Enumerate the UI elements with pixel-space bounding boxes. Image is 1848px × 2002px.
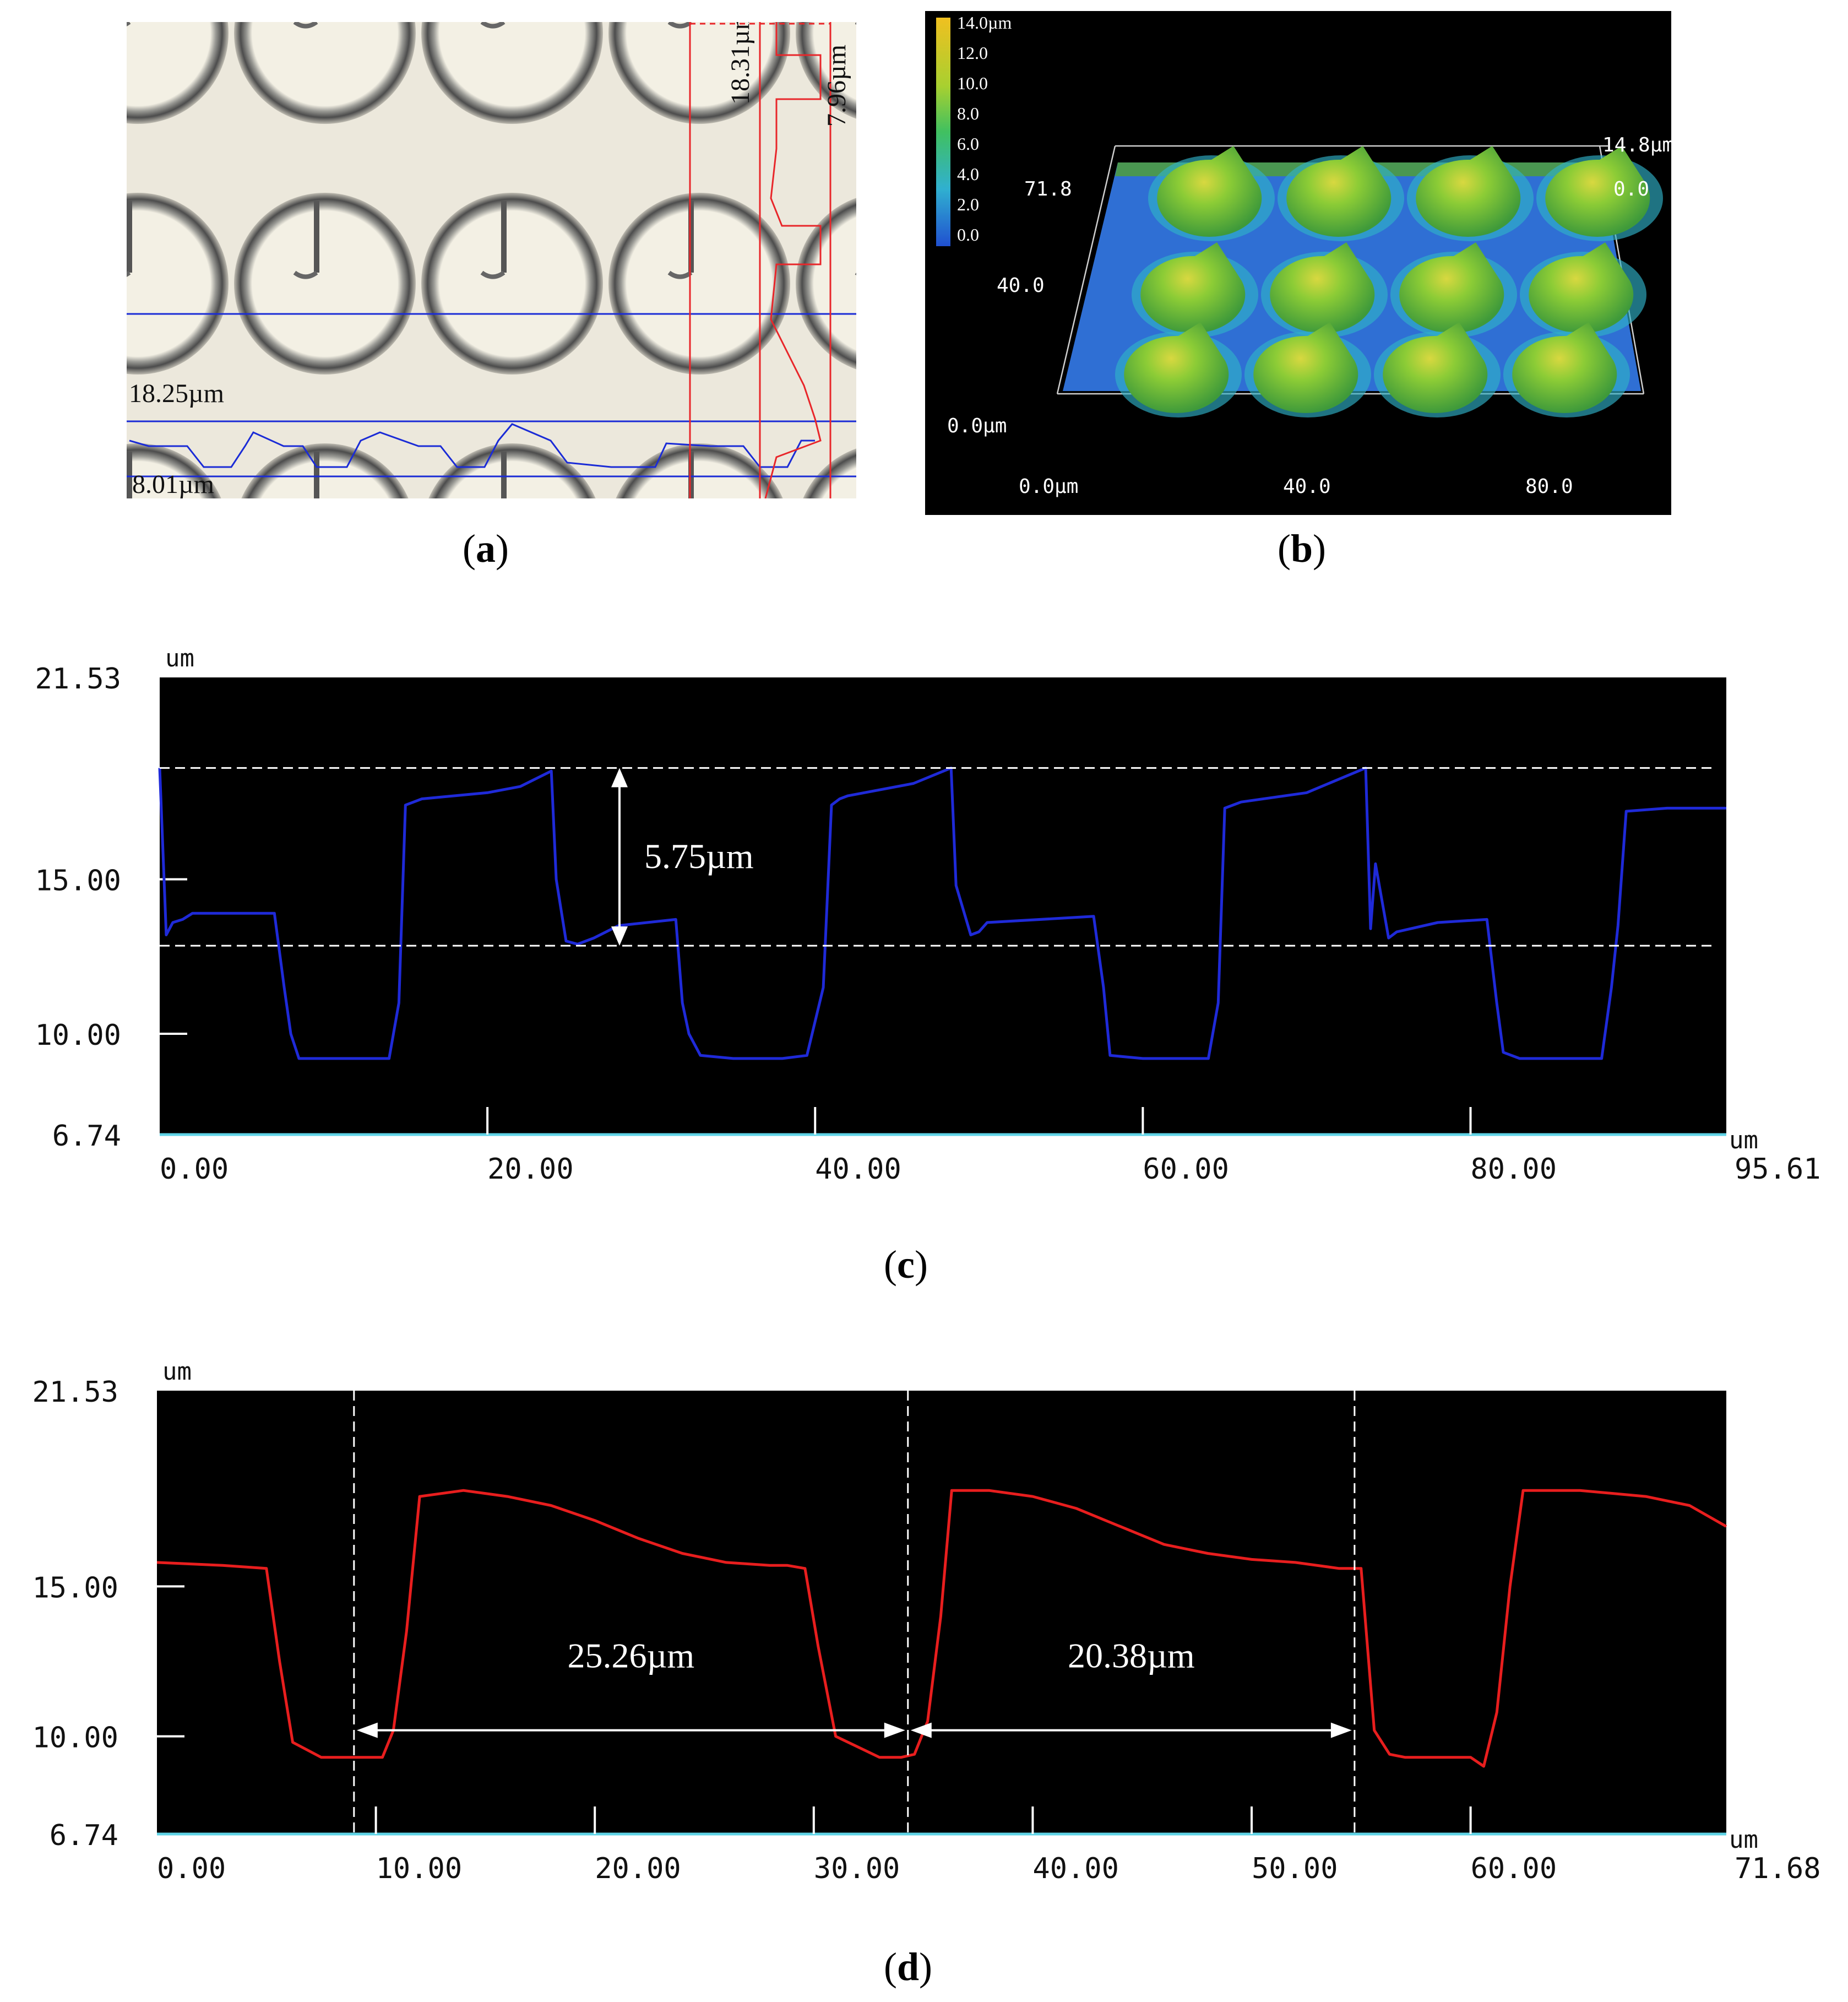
micro-ring <box>608 193 790 375</box>
x-tick-label: 40.00 <box>815 1153 901 1186</box>
height-annotation: 5.75µm <box>644 837 754 876</box>
profile-line <box>158 766 1726 1060</box>
micro-ring <box>616 443 783 498</box>
profile-chart-d: um um 21.53 15.00 10.00 6.74 0.00 10.00 20.00 30.… <box>32 1358 1821 1885</box>
axis-label-b: 40.0 <box>1283 475 1331 498</box>
profile-line <box>156 1489 1727 1768</box>
micro-ring <box>127 193 229 375</box>
surface-bump <box>1407 146 1534 241</box>
axis-label-b: 14.8µm <box>1602 134 1671 156</box>
y-tick-label: 15.00 <box>35 864 121 897</box>
arrow-head-left <box>356 1722 378 1738</box>
x-tick-label: 20.00 <box>487 1153 574 1186</box>
panel-c: um um 21.53 15.00 10.00 6.74 0.00 20.00 40.00 60.… <box>0 628 1848 1206</box>
surface-bump <box>1520 242 1646 338</box>
micro-ring <box>127 443 221 498</box>
micro-ring <box>421 193 603 375</box>
x-tick-label: 60.00 <box>1143 1153 1229 1186</box>
micro-ring <box>421 22 603 124</box>
arrow-head-left <box>910 1722 932 1738</box>
y-tick-label: 21.53 <box>35 663 121 696</box>
x-tick-label: 71.68 <box>1735 1852 1821 1885</box>
profile-chart-c: um um 21.53 15.00 10.00 6.74 0.00 20.00 40.00 60.… <box>35 644 1821 1186</box>
label-red-left: 18.31µm <box>726 22 755 105</box>
x-unit-label: um <box>1729 1826 1758 1854</box>
surface-bump <box>1503 322 1630 417</box>
arrow-head-right <box>884 1722 905 1738</box>
y-tick-label: 6.74 <box>52 1120 121 1153</box>
x-tick-label: 30.00 <box>814 1852 900 1885</box>
micro-ring <box>428 443 596 498</box>
label-bottom-blue: 8.01µm <box>132 470 214 498</box>
micro-ring <box>234 22 416 124</box>
surface-bump <box>1374 322 1501 417</box>
y-tick-label: 21.53 <box>32 1376 118 1409</box>
micro-ring <box>234 193 416 375</box>
surface-bump <box>1278 146 1404 241</box>
x-tick-label: 10.00 <box>376 1852 463 1885</box>
surface-bump <box>1115 322 1242 417</box>
x-tick-label: 40.00 <box>1032 1852 1119 1885</box>
y-tick-label: 6.74 <box>50 1819 118 1852</box>
y-tick-label: 10.00 <box>35 1019 121 1052</box>
panel-b: 14.0µm 12.0 10.0 8.0 6.0 4.0 2.0 0.0 71.8 40.0 0.… <box>925 11 1674 515</box>
micrograph-a: 18.25µm 8.01µm 18.31µm 7.96µm <box>127 9 856 499</box>
panel-a: 18.25µm 8.01µm 18.31µm 7.96µm <box>127 9 856 499</box>
surface-bump <box>1261 242 1388 338</box>
x-tick-label: 80.00 <box>1471 1153 1557 1186</box>
y-unit-label: um <box>165 644 194 672</box>
width-annotation: 20.38µm <box>1068 1636 1195 1675</box>
x-tick-label: 0.00 <box>160 1153 229 1186</box>
colorbar <box>936 18 950 246</box>
surface-bump <box>1390 242 1517 338</box>
caption-d: (d) <box>884 1945 933 1989</box>
label-red-right: 7.96µm <box>822 45 851 127</box>
label-top-blue: 18.25µm <box>129 379 224 408</box>
colorbar-label: 4.0 <box>957 164 979 184</box>
axis-label-b: 71.8 <box>1024 178 1072 200</box>
y-tick-label: 10.00 <box>32 1722 118 1755</box>
red-profile <box>764 22 822 498</box>
caption-a: (a) <box>463 527 509 571</box>
arrow-head-down <box>611 926 628 946</box>
axis-label-b: 0.0µm <box>947 415 1007 437</box>
colorbar-label: 8.0 <box>957 104 979 123</box>
micro-ring <box>241 443 409 498</box>
micro-ring <box>796 198 856 370</box>
x-tick-label: 60.00 <box>1471 1852 1557 1885</box>
x-unit-label: um <box>1729 1126 1758 1154</box>
caption-c: (c) <box>884 1243 928 1287</box>
colorbar-label: 10.0 <box>957 73 988 93</box>
axis-label-b: 40.0 <box>997 274 1045 297</box>
blue-profile <box>129 423 815 468</box>
colorbar-label: 0.0 <box>957 225 979 245</box>
x-tick-label: 50.00 <box>1252 1852 1338 1885</box>
plot-background <box>160 677 1726 1135</box>
micro-ring <box>796 22 856 119</box>
x-tick-label: 95.61 <box>1735 1153 1821 1186</box>
x-tick-label: 0.00 <box>157 1852 226 1885</box>
arrow-head-right <box>1330 1722 1352 1738</box>
surface-bump <box>1536 146 1663 241</box>
colorbar-label: 14.0µm <box>957 13 1012 32</box>
colorbar-label: 6.0 <box>957 134 979 154</box>
y-unit-label: um <box>162 1358 192 1386</box>
surface-bump <box>1132 242 1258 338</box>
colorbar-label: 2.0 <box>957 194 979 214</box>
axis-label-b: 0.0µm <box>1019 475 1078 498</box>
x-tick-label: 20.00 <box>595 1852 681 1885</box>
axis-label-b: 0.0 <box>1613 178 1649 200</box>
surface-bump <box>1148 146 1275 241</box>
arrow-head-up <box>611 768 628 788</box>
caption-b: (b) <box>1278 527 1327 571</box>
panel-d: um um 21.53 15.00 10.00 6.74 0.00 10.00 20.00 30.… <box>0 1344 1848 1922</box>
micro-ring <box>127 22 229 124</box>
width-annotation: 25.26µm <box>567 1636 694 1675</box>
axis-label-b: 80.0 <box>1525 475 1573 498</box>
surface-3d-b: 14.0µm 12.0 10.0 8.0 6.0 4.0 2.0 0.0 71.8 40.0 0.… <box>925 11 1674 515</box>
colorbar-label: 12.0 <box>957 43 988 63</box>
y-tick-label: 15.00 <box>32 1571 118 1604</box>
surface-bump <box>1244 322 1371 417</box>
